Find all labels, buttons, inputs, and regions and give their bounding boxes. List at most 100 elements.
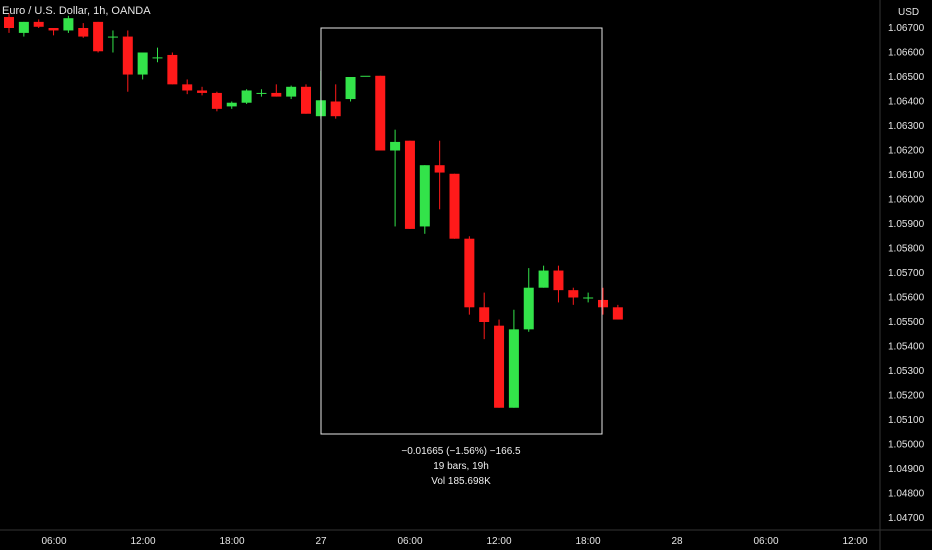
candle — [598, 287, 608, 315]
candles-layer — [4, 13, 623, 408]
candle-body — [404, 140, 415, 229]
candle — [538, 265, 549, 288]
time-tick-label: 06:00 — [41, 536, 66, 547]
candle — [330, 84, 341, 119]
candle — [523, 268, 534, 332]
candle-body — [390, 141, 401, 151]
candle-body — [553, 270, 564, 291]
time-tick-label: 06:00 — [397, 536, 422, 547]
price-tick-label: 1.05100 — [888, 415, 925, 426]
price-tick-label: 1.06000 — [888, 195, 925, 206]
time-tick-label: 27 — [315, 536, 327, 547]
candle-body — [137, 52, 148, 75]
price-tick-label: 1.06200 — [888, 146, 925, 157]
candle-body — [598, 299, 608, 308]
time-axis[interactable]: 06:00 12:00 18:00 27 06:00 12:00 18:00 28 06:00 1… — [0, 529, 932, 547]
candle — [93, 21, 104, 53]
candle-body — [241, 90, 252, 103]
price-tick-label: 1.06100 — [888, 170, 925, 181]
candle — [18, 21, 29, 37]
price-tick-label: 1.05200 — [888, 391, 925, 402]
price-tick-label: 1.05300 — [888, 366, 925, 377]
candle-body — [419, 165, 430, 227]
candle-body — [122, 36, 133, 75]
candle-body — [152, 57, 163, 59]
candle — [33, 19, 44, 28]
candle-body — [494, 325, 505, 408]
candle-body — [345, 77, 356, 100]
candle-body — [583, 297, 594, 299]
price-tick-label: 1.06300 — [888, 121, 925, 132]
price-axis[interactable]: 1.06700 1.06600 1.06500 1.06400 1.06300 1.062… — [879, 0, 925, 550]
candle — [464, 236, 475, 315]
candle — [508, 309, 519, 408]
price-tick-label: 1.04900 — [888, 464, 925, 475]
candle-body — [63, 18, 74, 31]
candle-body — [93, 21, 104, 52]
candle-body — [197, 90, 208, 93]
candle-body — [375, 75, 386, 151]
candle-body — [301, 86, 311, 114]
candle-body — [226, 102, 237, 107]
price-tick-label: 1.05000 — [888, 440, 925, 451]
candle — [197, 86, 208, 96]
candle — [122, 30, 133, 92]
candle — [494, 319, 505, 408]
candle — [360, 75, 371, 77]
candle — [568, 287, 579, 305]
price-tick-label: 1.04800 — [888, 489, 925, 500]
candle-body — [538, 270, 549, 288]
candle — [211, 91, 222, 112]
candle-body — [4, 16, 14, 28]
candle — [167, 52, 178, 85]
candle — [137, 52, 148, 80]
candle-body — [330, 101, 341, 117]
time-tick-label: 06:00 — [753, 536, 778, 547]
candle — [48, 28, 59, 36]
price-tick-label: 1.05500 — [888, 317, 925, 328]
candle — [612, 304, 623, 320]
price-tick-label: 1.05900 — [888, 219, 925, 230]
candle-body — [568, 290, 579, 298]
candle-body — [33, 21, 44, 27]
candle-body — [271, 92, 282, 97]
candle — [226, 101, 237, 109]
candle — [63, 15, 74, 33]
measure-volume: Vol 185.698K — [431, 476, 491, 487]
candle — [419, 165, 430, 234]
price-tick-label: 1.06700 — [888, 23, 925, 34]
measure-box[interactable] — [320, 27, 603, 435]
time-tick-label: 12:00 — [130, 536, 155, 547]
time-tick-label: 28 — [671, 536, 683, 547]
candle — [553, 265, 564, 303]
price-tick-label: 1.06400 — [888, 97, 925, 108]
candle-body — [508, 329, 519, 408]
candle — [4, 13, 14, 33]
candle — [256, 89, 267, 97]
candle — [390, 129, 401, 227]
candle-body — [612, 307, 623, 320]
candle-body — [360, 75, 371, 77]
time-tick-label: 18:00 — [219, 536, 244, 547]
candle — [152, 47, 163, 63]
candle — [345, 77, 356, 102]
candle — [434, 140, 445, 210]
measure-change: −0.01665 (−1.56%) −166.5 — [401, 446, 521, 457]
candle-body — [286, 86, 297, 97]
candle — [78, 23, 89, 38]
candle-body — [449, 173, 460, 239]
candle — [583, 292, 594, 303]
candle-body — [78, 28, 89, 37]
candle — [479, 292, 490, 340]
candle-body — [256, 92, 267, 94]
candle-body — [18, 21, 29, 33]
measure-bars: 19 bars, 19h — [433, 461, 489, 472]
candle-body — [211, 92, 222, 109]
price-tick-label: 1.05700 — [888, 268, 925, 279]
candle-body — [182, 84, 193, 91]
candle-body — [167, 54, 178, 85]
price-tick-label: 1.05800 — [888, 244, 925, 255]
time-tick-label: 12:00 — [842, 536, 867, 547]
candle — [301, 84, 311, 114]
